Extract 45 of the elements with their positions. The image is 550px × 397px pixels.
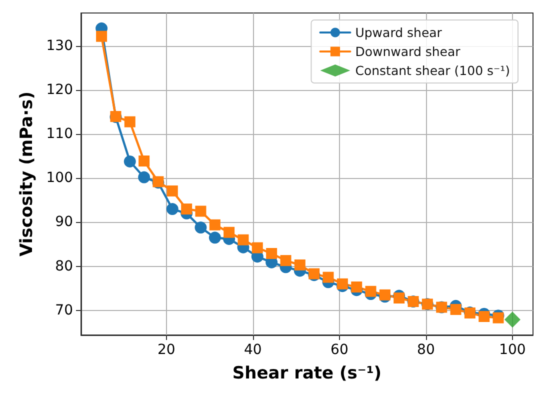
- point: [138, 156, 150, 167]
- point: [209, 219, 220, 230]
- x-axis-title: Shear rate (s⁻¹): [232, 364, 382, 384]
- point: [124, 155, 136, 168]
- legend-label: Constant shear (100 s⁻¹): [355, 63, 510, 78]
- y-tick-label: 100: [46, 170, 73, 186]
- x-tick-label: 40: [244, 342, 262, 358]
- point: [166, 185, 178, 196]
- legend-label: Upward shear: [355, 25, 443, 40]
- point: [224, 226, 235, 238]
- point: [181, 204, 192, 215]
- y-tick-label: 110: [46, 126, 73, 142]
- point: [96, 30, 108, 42]
- point: [379, 289, 390, 300]
- point: [351, 281, 362, 292]
- point: [492, 312, 504, 324]
- point: [124, 116, 136, 128]
- y-tick-label: 80: [55, 258, 73, 274]
- y-tick-label: 120: [46, 82, 73, 98]
- point: [252, 242, 263, 254]
- point: [280, 255, 292, 266]
- point: [322, 272, 334, 283]
- point: [266, 248, 278, 260]
- y-tick-label: 90: [55, 214, 73, 230]
- x-tick-label: 80: [417, 342, 435, 358]
- point: [336, 278, 348, 290]
- x-tick-label: 60: [330, 342, 348, 358]
- x-tick-label: 100: [499, 342, 526, 358]
- point: [504, 312, 520, 328]
- x-tick-label: 20: [158, 342, 176, 358]
- point: [365, 286, 376, 297]
- legend-label: Downward shear: [355, 44, 462, 59]
- y-tick-label: 70: [55, 302, 73, 318]
- y-tick-label: 130: [46, 38, 73, 54]
- y-axis-title: Viscosity (mPa·s): [16, 92, 37, 256]
- point: [294, 259, 306, 270]
- point: [138, 171, 150, 184]
- point: [194, 222, 207, 234]
- point: [478, 311, 490, 322]
- point: [208, 232, 221, 244]
- point: [195, 206, 206, 217]
- point: [166, 203, 178, 216]
- point: [238, 234, 249, 246]
- point: [394, 292, 405, 304]
- point: [450, 304, 462, 315]
